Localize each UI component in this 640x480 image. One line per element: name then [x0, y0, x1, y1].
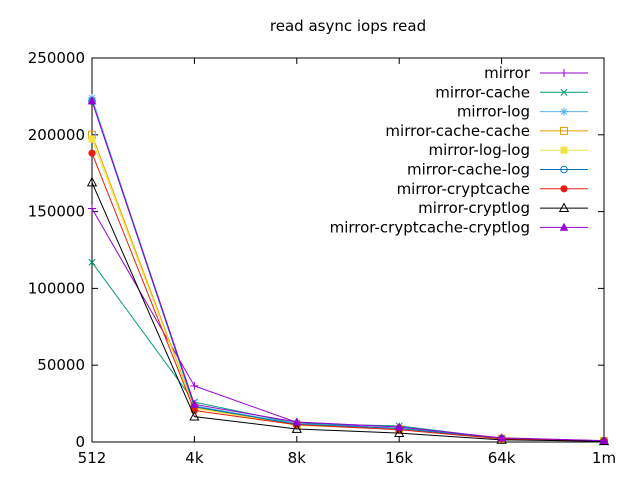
marker-triangle-filled: [292, 417, 302, 426]
marker-plus: [190, 381, 199, 390]
marker-circle-filled: [88, 149, 96, 157]
series-mirror-cryptcache-cryptlog: [87, 96, 609, 445]
legend-label: mirror: [484, 64, 531, 82]
legend-label: mirror-log-log: [429, 141, 530, 159]
series-line: [91, 153, 605, 442]
x-axis-tick-label: 4k: [185, 449, 204, 467]
marker-cross: [88, 258, 96, 266]
plot-border: [91, 57, 605, 443]
marker-circle-open: [560, 165, 568, 174]
x-axis-tick-label: 64k: [488, 449, 516, 467]
legend-entry: mirror-cache-cache: [385, 122, 588, 140]
x-axis-tick-label: 8k: [288, 449, 307, 467]
legend-label: mirror-cache-log: [407, 161, 530, 179]
series-mirror: [88, 204, 608, 445]
legend-label: mirror-cache: [435, 83, 530, 101]
y-axis-tick-label: 200000: [28, 126, 85, 144]
series-line: [91, 261, 605, 442]
marker-triangle-filled: [559, 222, 569, 231]
legend-entry: mirror-log-log: [429, 141, 588, 159]
legend-entry: mirror: [484, 64, 588, 82]
x-axis-tick-label: 1m: [592, 449, 616, 467]
marker-asterisk: [560, 107, 568, 116]
x-axis-tick-label: 16k: [385, 449, 413, 467]
marker-cross: [560, 88, 568, 96]
series-line: [91, 100, 605, 442]
plot-area: 512 4k 8k 16k 64k 1m 0 50000 100000 150000 200000 2…: [28, 49, 616, 467]
legend-entry: mirror-cryptlog: [418, 199, 588, 217]
y-axis-tick-label: 100000: [28, 279, 85, 297]
legend-entry: mirror-cache-log: [407, 161, 588, 179]
series-line: [91, 182, 605, 442]
marker-triangle-filled: [190, 399, 199, 408]
legend-label: mirror-cryptlog: [418, 199, 530, 217]
y-axis-tick-label: 0: [75, 433, 85, 451]
legend-entry: mirror-log: [457, 103, 588, 121]
y-axis-tick-label: 250000: [28, 49, 85, 67]
legend-label: mirror-log: [457, 103, 530, 121]
marker-triangle-open: [189, 410, 200, 421]
y-axis-tick-label: 50000: [37, 356, 85, 374]
marker-circle-filled: [560, 185, 568, 193]
marker-triangle-filled: [394, 422, 404, 431]
marker-triangle-open: [558, 202, 570, 212]
legend-entry: mirror-cache: [435, 83, 588, 101]
marker-triangle-filled: [497, 433, 506, 442]
series-mirror-cache: [88, 258, 608, 445]
legend-entry: mirror-cryptcache: [397, 180, 588, 198]
marker-square-filled: [88, 135, 96, 143]
marker-triangle-filled: [599, 436, 609, 445]
chart-title: read async iops read: [270, 17, 426, 35]
marker-square-filled: [560, 146, 568, 154]
legend-label: mirror-cryptcache: [397, 180, 530, 198]
legend-label: mirror-cache-cache: [385, 122, 530, 140]
legend-label: mirror-cryptcache-cryptlog: [330, 218, 530, 236]
series-mirror-log: [88, 93, 608, 445]
marker-triangle-open: [86, 176, 98, 187]
marker-plus: [88, 204, 96, 213]
marker-triangle-open: [394, 427, 405, 437]
marker-triangle-filled: [87, 96, 97, 105]
legend-entry: mirror-cryptcache-cryptlog: [330, 218, 588, 236]
marker-plus: [560, 69, 568, 77]
legend: mirrormirror-cachemirror-logmirror-cache…: [330, 64, 588, 236]
marker-triangle-open: [291, 423, 302, 433]
series-line: [91, 208, 605, 442]
x-axis-tick-label: 512: [78, 449, 107, 467]
marker-square-open: [560, 126, 568, 135]
y-axis-tick-label: 150000: [28, 203, 85, 221]
